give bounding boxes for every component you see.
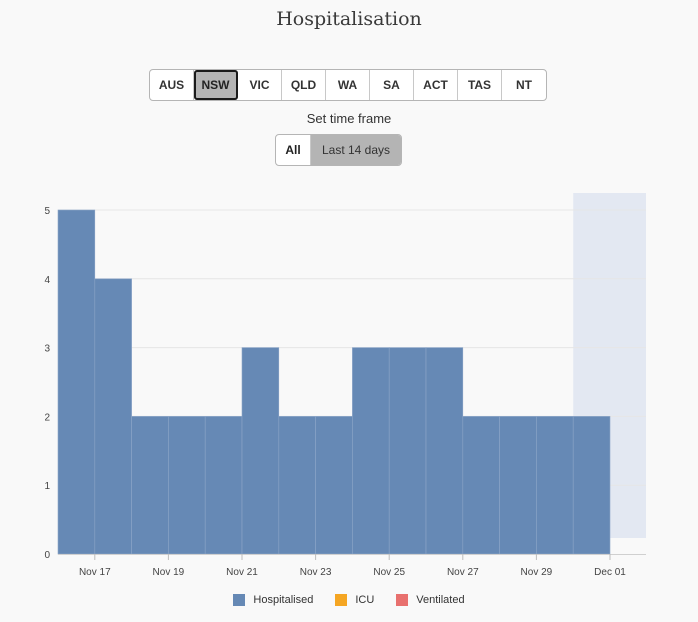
x-tick-label-nov-19: Nov 19 xyxy=(153,567,185,578)
y-tick-label-3: 3 xyxy=(44,344,50,355)
state-button-vic[interactable]: VIC xyxy=(238,70,282,100)
legend-swatch-hospitalised xyxy=(233,594,246,606)
x-tick-label-dec-01: Dec 01 xyxy=(594,567,626,578)
bar-hospitalised-nov-19[interactable] xyxy=(168,416,206,555)
y-tick-label-0: 0 xyxy=(44,550,50,561)
timeframe-label: Set time frame xyxy=(306,111,392,126)
state-button-nsw[interactable]: NSW xyxy=(194,70,238,100)
timeframe-all-button[interactable]: All xyxy=(276,135,311,165)
bar-hospitalised-nov-22[interactable] xyxy=(278,416,316,555)
bar-hospitalised-nov-28[interactable] xyxy=(499,416,537,555)
legend-item-icu[interactable]: ICU xyxy=(335,594,374,606)
hospitalisation-chart: 0 1 2 3 4 5 Nov 17 Nov 19 Nov 21 Nov 23 Nov 25 Nov … xyxy=(44,193,646,578)
y-tick-label-5: 5 xyxy=(44,206,50,217)
timeframe-selector: All Last 14 days xyxy=(275,134,402,166)
x-tick-label-nov-17: Nov 17 xyxy=(79,567,111,578)
chart-legend: Hospitalised ICU Ventilated xyxy=(0,594,698,606)
legend-item-ventilated[interactable]: Ventilated xyxy=(396,594,465,606)
state-button-qld[interactable]: QLD xyxy=(282,70,326,100)
state-selector: AUS NSW VIC QLD WA SA ACT TAS NT xyxy=(149,69,547,101)
state-button-sa[interactable]: SA xyxy=(370,70,414,100)
x-tick-label-nov-21: Nov 21 xyxy=(226,567,258,578)
x-tick-label-nov-29: Nov 29 xyxy=(521,567,553,578)
bar-hospitalised-nov-23[interactable] xyxy=(315,416,353,555)
bar-hospitalised-nov-26[interactable] xyxy=(425,347,464,555)
bar-hospitalised-nov-21[interactable] xyxy=(241,347,280,555)
legend-label-ventilated: Ventilated xyxy=(416,594,465,606)
state-button-act[interactable]: ACT xyxy=(414,70,458,100)
state-button-aus[interactable]: AUS xyxy=(150,70,194,100)
bar-hospitalised-nov-16[interactable] xyxy=(57,209,96,555)
bar-hospitalised-nov-20[interactable] xyxy=(204,416,243,555)
timeframe-last14-button[interactable]: Last 14 days xyxy=(311,135,401,165)
legend-swatch-icu xyxy=(335,594,348,606)
x-tick-label-nov-23: Nov 23 xyxy=(300,567,332,578)
y-tick-label-2: 2 xyxy=(44,412,50,423)
legend-label-icu: ICU xyxy=(355,594,375,606)
chart-title: Hospitalisation xyxy=(276,8,422,30)
bar-hospitalised-nov-17[interactable] xyxy=(94,278,132,555)
x-tick-label-nov-25: Nov 25 xyxy=(373,567,405,578)
bar-hospitalised-nov-25[interactable] xyxy=(388,347,427,555)
bar-hospitalised-nov-30[interactable] xyxy=(572,416,611,555)
legend-label-hospitalised: Hospitalised xyxy=(253,594,314,606)
bar-hospitalised-nov-29[interactable] xyxy=(536,416,574,555)
legend-item-hospitalised[interactable]: Hospitalised xyxy=(233,594,313,606)
bar-hospitalised-nov-27[interactable] xyxy=(462,416,500,555)
state-button-wa[interactable]: WA xyxy=(326,70,370,100)
legend-swatch-ventilated xyxy=(396,594,409,606)
bar-hospitalised-nov-18[interactable] xyxy=(131,416,169,555)
y-tick-label-4: 4 xyxy=(44,275,50,286)
state-button-nt[interactable]: NT xyxy=(516,78,532,92)
bar-hospitalised-nov-24[interactable] xyxy=(352,347,390,555)
y-tick-label-1: 1 xyxy=(44,481,50,492)
x-tick-label-nov-27: Nov 27 xyxy=(447,567,479,578)
state-button-tas[interactable]: TAS xyxy=(458,70,502,100)
